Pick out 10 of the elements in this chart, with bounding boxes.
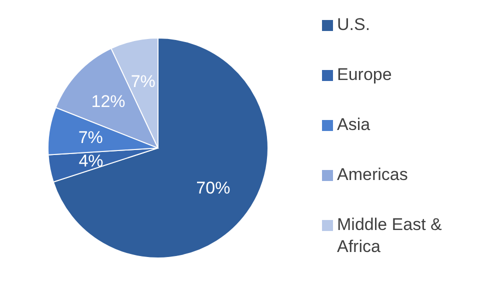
data-label: 12% bbox=[91, 92, 126, 111]
data-label: 4% bbox=[78, 151, 104, 170]
data-label: 70% bbox=[196, 178, 230, 198]
legend-label: Europe bbox=[337, 64, 392, 86]
legend-label: Asia bbox=[337, 114, 370, 136]
data-label: 7% bbox=[130, 72, 156, 91]
legend-label: Middle East & Africa bbox=[337, 214, 443, 258]
data-label: 7% bbox=[78, 128, 103, 147]
legend-label: U.S. bbox=[337, 14, 370, 36]
legend-label: Americas bbox=[337, 164, 408, 186]
